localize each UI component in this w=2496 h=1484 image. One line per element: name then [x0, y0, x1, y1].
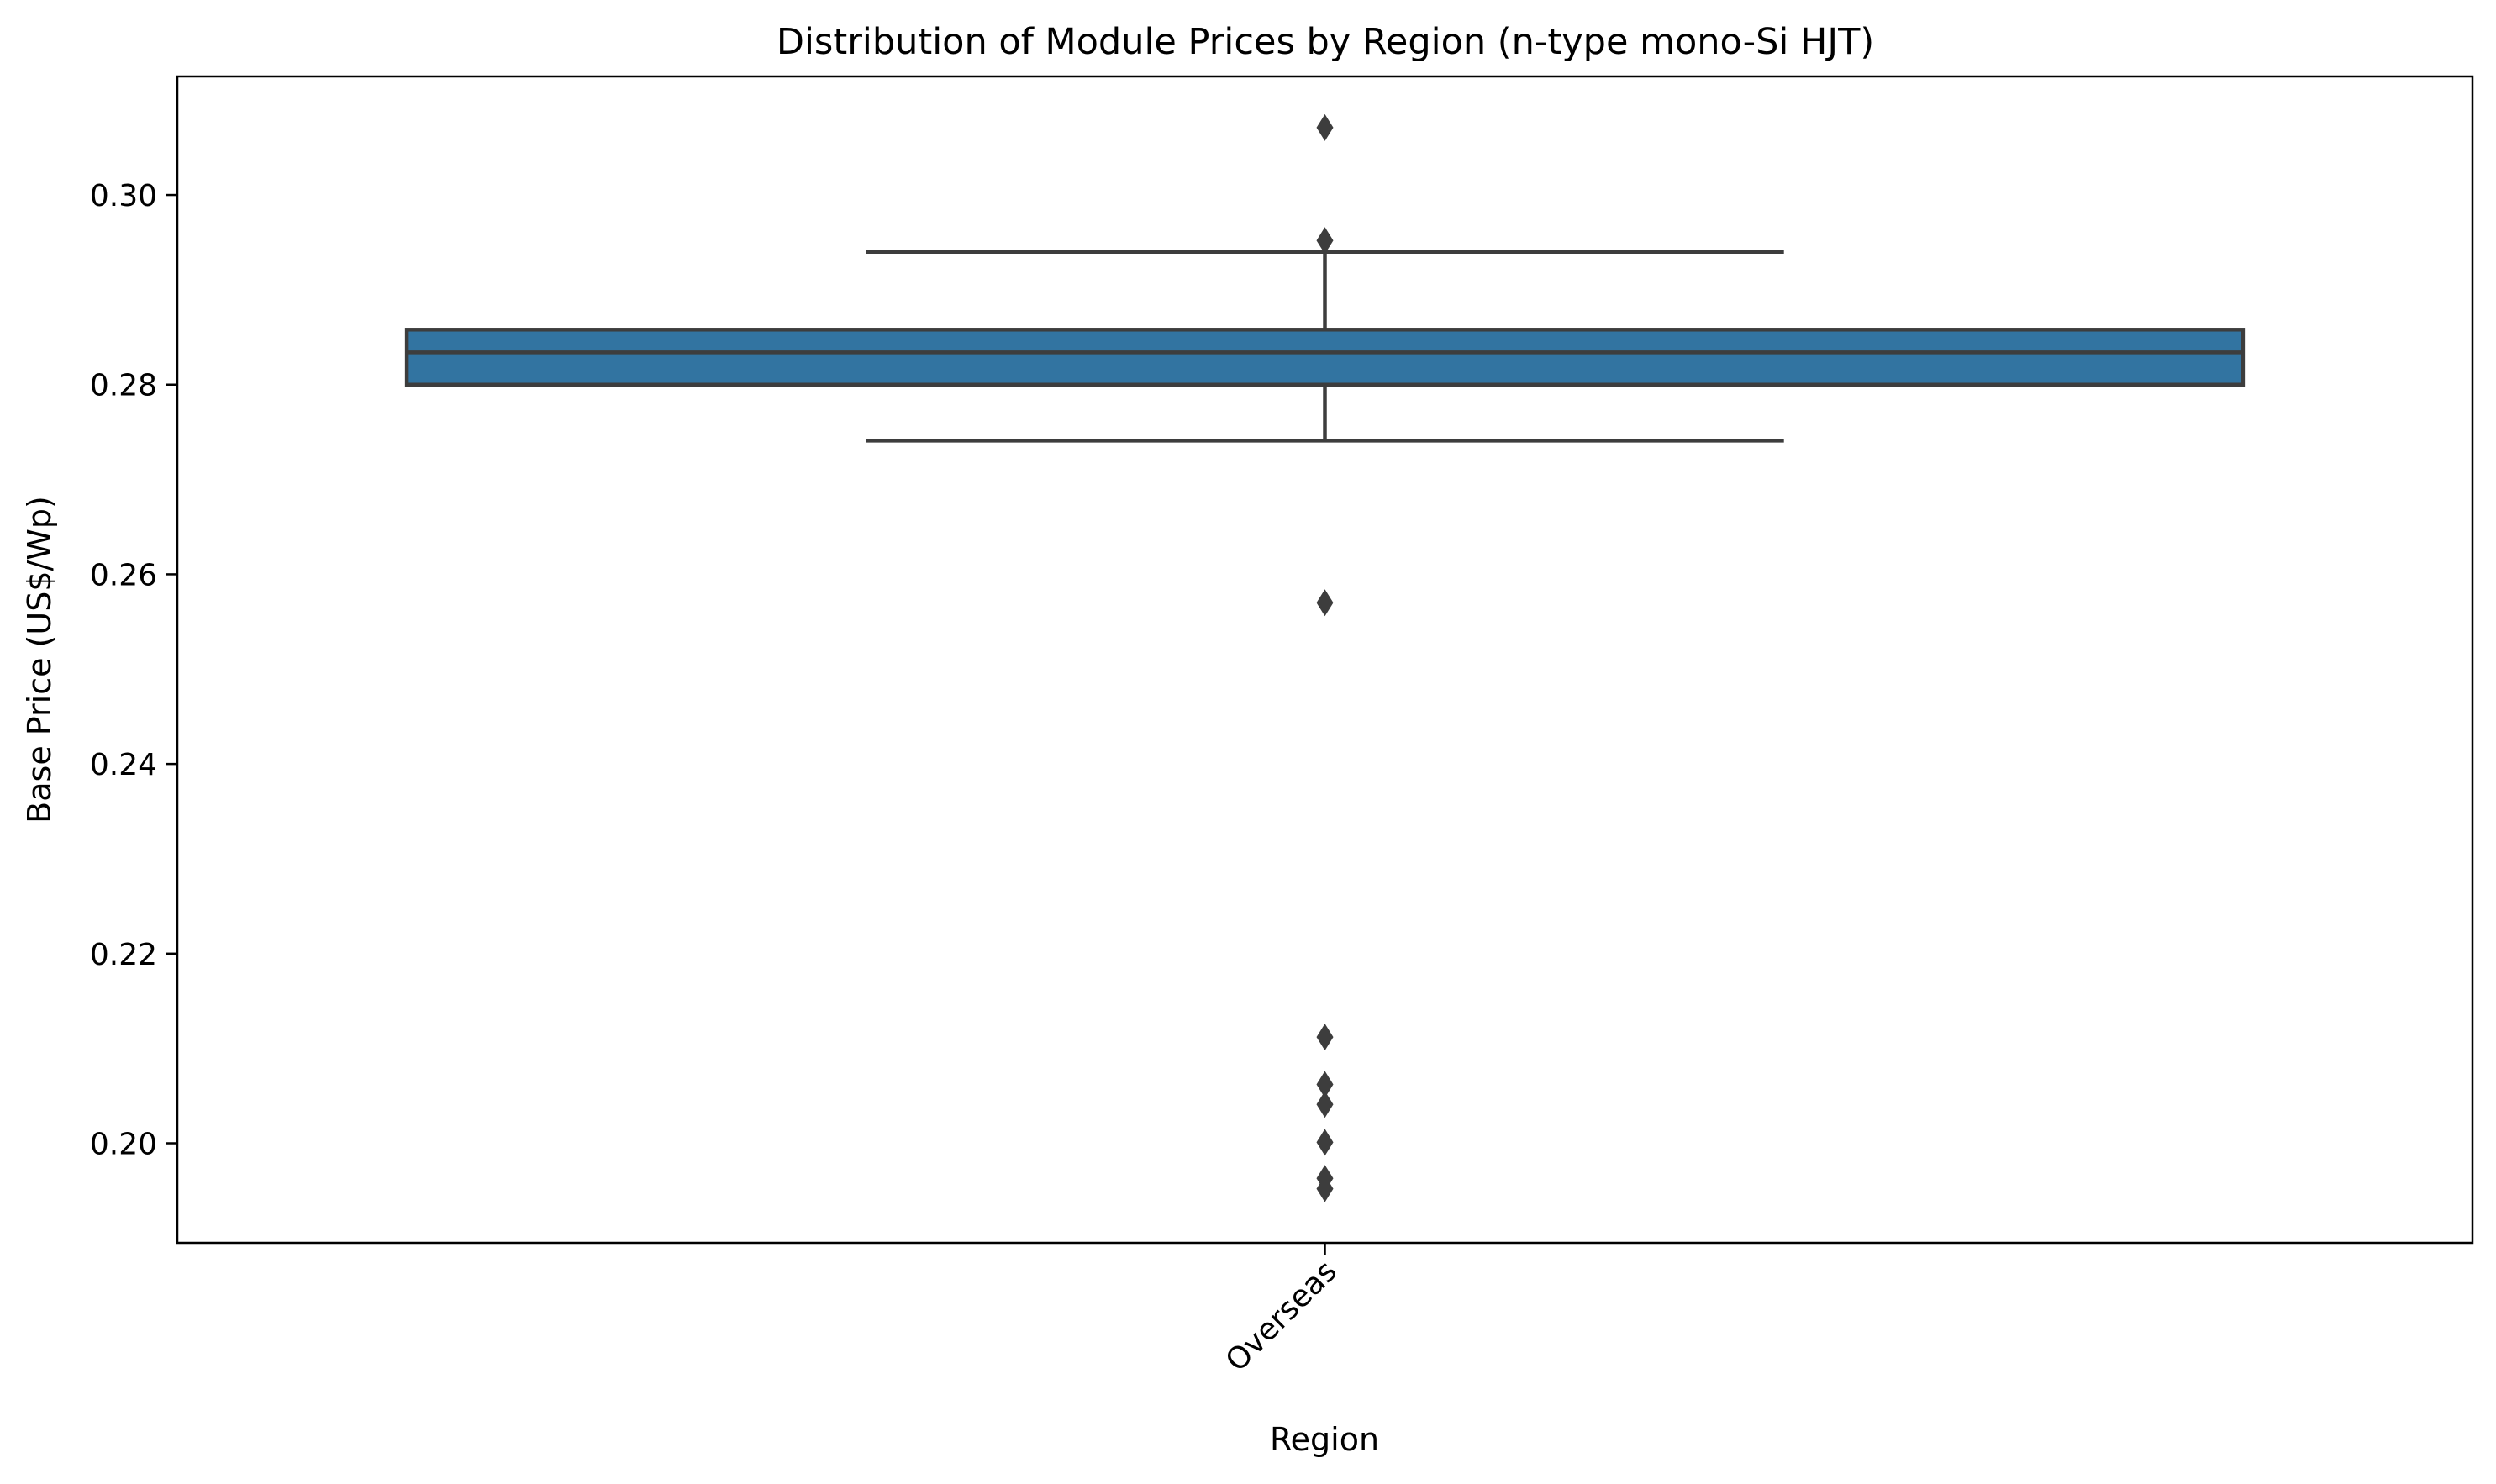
y-tick-label: 0.24	[90, 748, 157, 782]
plot-area	[404, 113, 2246, 1202]
y-tick-label: 0.22	[90, 938, 157, 972]
outlier-point	[1316, 1129, 1334, 1156]
box-iqr	[404, 328, 2246, 387]
y-axis: 0.20 0.22 0.24 0.26 0.28 0.30	[90, 179, 177, 1162]
outlier-point	[1316, 1091, 1334, 1118]
outlier-point	[1316, 1175, 1334, 1202]
x-axis-label: Region	[1270, 1421, 1379, 1458]
y-tick-label: 0.30	[90, 179, 157, 213]
outlier-point	[1316, 227, 1334, 255]
outlier-point	[1316, 1071, 1334, 1098]
y-axis-label: Base Price (US$/Wp)	[21, 496, 58, 824]
y-tick-label: 0.20	[90, 1128, 157, 1162]
y-tick-label: 0.26	[90, 558, 157, 592]
chart-title: Distribution of Module Prices by Region …	[777, 21, 1874, 63]
box-group	[404, 113, 2246, 1202]
outlier-point	[1316, 589, 1334, 617]
outlier-point	[1316, 1024, 1334, 1051]
outlier-point	[1316, 113, 1334, 141]
y-tick-label: 0.28	[90, 369, 157, 403]
